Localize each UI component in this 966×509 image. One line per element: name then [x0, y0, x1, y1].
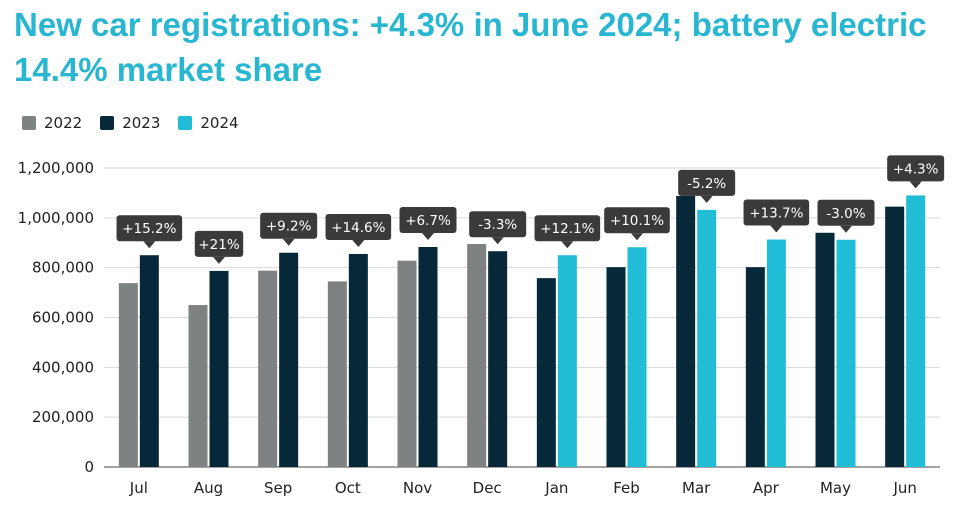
change-callout-label: +4.3%: [893, 161, 939, 177]
bar-2023: [348, 253, 368, 467]
change-callout-box: [534, 215, 601, 242]
x-tick-label: Aug: [194, 479, 223, 497]
change-callout-label: +13.7%: [749, 206, 803, 222]
legend-swatch-2023: [100, 116, 115, 130]
bar-2023: [815, 232, 835, 467]
change-callout-pointer: [143, 241, 156, 249]
bar-2022: [397, 260, 417, 467]
change-callout-label: +10.1%: [610, 213, 664, 229]
change-callout-box: [469, 211, 527, 238]
bar-2023: [488, 251, 508, 467]
legend-label-2022: 2022: [44, 114, 83, 132]
legend-swatch-2022: [22, 116, 36, 130]
bar-2024: [557, 255, 577, 467]
x-tick-label: Feb: [613, 479, 640, 497]
change-callout-pointer: [700, 195, 713, 203]
y-tick-label: 1,000,000: [18, 209, 94, 227]
y-tick-label: 400,000: [32, 358, 94, 376]
change-callout-box: [399, 206, 457, 233]
change-callout-box: [743, 199, 810, 226]
change-callout-pointer: [840, 225, 852, 233]
change-callout-label: +9.2%: [266, 219, 312, 235]
change-callout-label: +6.7%: [405, 213, 451, 229]
x-tick-label: Jan: [544, 479, 568, 497]
change-callout-pointer: [631, 233, 643, 241]
bar-2022: [188, 305, 208, 467]
y-tick-label: 200,000: [32, 408, 94, 426]
x-tick-label: Dec: [473, 479, 502, 497]
change-callout-pointer: [909, 181, 922, 189]
bar-2024: [697, 209, 717, 468]
bar-2023: [745, 267, 765, 467]
bar-2022: [118, 283, 138, 467]
change-callout-pointer: [422, 232, 434, 240]
bar-2023: [139, 255, 159, 467]
legend-swatch-2024: [178, 116, 193, 130]
bar-2024: [627, 247, 647, 467]
change-callout-box: [116, 215, 183, 242]
change-callout-box: [817, 199, 875, 226]
bar-2023: [606, 267, 626, 467]
change-callout-label: -3.3%: [478, 217, 517, 233]
bar-2024: [906, 195, 926, 468]
change-callout-box: [325, 213, 392, 240]
x-tick-label: Jul: [129, 479, 148, 497]
legend-item-2022: 2022: [22, 114, 82, 132]
change-callout-label: +12.1%: [540, 221, 594, 237]
legend-item-2024: 2024: [178, 114, 239, 132]
legend-item-2023: 2023: [100, 114, 160, 132]
x-tick-label: Mar: [682, 479, 711, 497]
y-tick-label: 600,000: [32, 309, 94, 327]
bar-2023: [209, 270, 229, 467]
change-callout-pointer: [491, 237, 504, 245]
change-callout-label: -5.2%: [687, 176, 726, 192]
change-callout-pointer: [282, 238, 295, 246]
x-tick-label: Sep: [264, 479, 292, 497]
change-callout-box: [887, 155, 945, 182]
chart-title: New car registrations: +4.3% in June 202…: [14, 6, 927, 88]
x-tick-label: Nov: [403, 479, 432, 497]
change-callout-box: [678, 169, 736, 196]
x-tick-label: Jun: [892, 479, 916, 497]
x-tick-label: May: [820, 479, 851, 497]
change-callout-pointer: [770, 225, 783, 233]
change-callout-box: [194, 230, 244, 257]
bar-2022: [258, 270, 278, 467]
x-tick-label: Apr: [753, 479, 780, 497]
bar-2023: [885, 206, 905, 467]
legend-label-2023: 2023: [122, 114, 161, 132]
y-tick-label: 800,000: [32, 259, 94, 277]
bar-2023: [676, 195, 696, 467]
bar-2023: [418, 246, 438, 467]
bar-2024: [766, 239, 786, 467]
legend-label-2024: 2024: [200, 114, 239, 132]
change-callout-pointer: [352, 239, 365, 247]
change-callout-label: -3.0%: [826, 206, 865, 222]
x-tick-label: Oct: [335, 479, 361, 497]
change-callout-pointer: [561, 241, 574, 249]
bar-2022: [327, 281, 347, 467]
change-callout-box: [604, 207, 670, 234]
change-callout-label: +15.2%: [122, 221, 176, 237]
y-tick-label: 0: [84, 458, 94, 476]
legend: 2022 2023 2024: [22, 114, 239, 132]
change-callout-label: +21%: [198, 237, 239, 253]
bar-2022: [467, 243, 487, 467]
change-callout-box: [260, 212, 318, 239]
bar-2023: [279, 252, 299, 467]
change-callout-label: +14.6%: [331, 220, 385, 236]
change-callout-pointer: [213, 256, 225, 264]
y-tick-label: 1,200,000: [18, 159, 94, 177]
bar-2024: [836, 239, 856, 467]
bar-2023: [536, 278, 556, 467]
